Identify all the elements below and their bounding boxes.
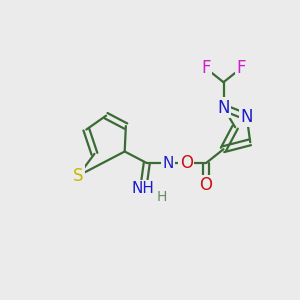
Text: O: O: [200, 176, 213, 194]
Text: F: F: [201, 59, 211, 77]
Text: N: N: [162, 155, 173, 170]
Text: N: N: [217, 99, 230, 117]
Text: F: F: [236, 59, 246, 77]
Text: NH: NH: [132, 181, 155, 196]
Text: S: S: [73, 167, 83, 185]
Text: N: N: [241, 108, 253, 126]
Text: O: O: [180, 154, 193, 172]
Text: H: H: [157, 190, 167, 203]
